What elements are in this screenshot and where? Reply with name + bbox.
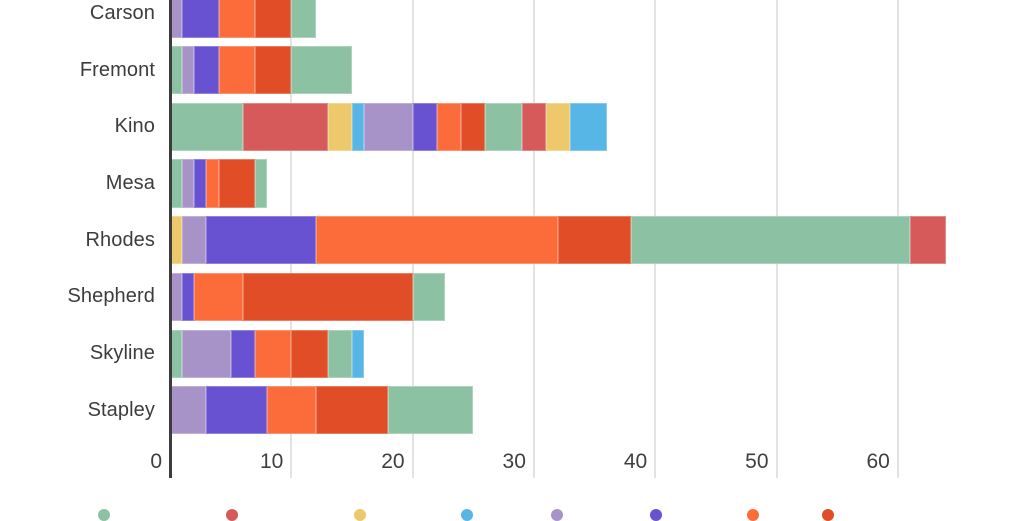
bar-segment-mesa-4-vermilion[interactable]: [218, 159, 255, 208]
bar-segment-mesa-1-purple[interactable]: [182, 159, 195, 208]
legend-marker-green[interactable]: [98, 509, 110, 521]
bar-segment-carson-0-purple[interactable]: [170, 0, 183, 38]
bar-segment-skyline-2-indigo[interactable]: [230, 329, 255, 378]
bar-segment-rhodes-6-red[interactable]: [909, 216, 947, 265]
bar-segment-rhodes-3-orange[interactable]: [315, 216, 559, 265]
bar-segment-stapley-2-orange[interactable]: [267, 386, 316, 435]
bar-row-stapley: [170, 386, 474, 435]
bar-segment-carson-3-vermilion[interactable]: [254, 0, 292, 38]
bar-segment-mesa-2-indigo[interactable]: [194, 159, 207, 208]
bar-segment-fremont-3-orange[interactable]: [218, 46, 255, 95]
bar-segment-kino-1-red[interactable]: [242, 102, 328, 151]
bar-segment-fremont-4-vermilion[interactable]: [254, 46, 292, 95]
category-label-rhodes: Rhodes: [85, 228, 155, 251]
bar-segment-kino-7-vermilion[interactable]: [461, 102, 486, 151]
bar-segment-carson-4-green[interactable]: [291, 0, 316, 38]
bar-segment-stapley-4-green[interactable]: [388, 386, 474, 435]
bar-segment-carson-1-indigo[interactable]: [182, 0, 219, 38]
bar-segment-skyline-5-green[interactable]: [327, 329, 352, 378]
bar-segment-mesa-5-green[interactable]: [254, 159, 267, 208]
category-label-mesa: Mesa: [105, 172, 155, 195]
category-label-stapley: Stapley: [87, 398, 155, 421]
bar-segment-shepherd-2-orange[interactable]: [194, 272, 243, 322]
legend-marker-red[interactable]: [226, 509, 238, 521]
bar-segment-kino-10-yellow[interactable]: [545, 102, 571, 151]
bar-segment-stapley-0-purple[interactable]: [170, 386, 207, 435]
bar-segment-skyline-0-green[interactable]: [170, 329, 183, 378]
legend-marker-indigo[interactable]: [650, 509, 662, 521]
bar-segment-kino-0-green[interactable]: [170, 102, 243, 151]
bar-row-rhodes: [170, 216, 947, 265]
bar-segment-mesa-3-orange[interactable]: [206, 159, 219, 208]
bar-row-skyline: [170, 329, 365, 378]
bar-segment-skyline-3-orange[interactable]: [254, 329, 292, 378]
y-axis-baseline: [168, 0, 172, 478]
legend-marker-purple[interactable]: [551, 509, 563, 521]
bar-segment-skyline-4-vermilion[interactable]: [291, 329, 328, 378]
bar-segment-kino-6-orange[interactable]: [436, 102, 462, 151]
bar-row-kino: [170, 102, 607, 151]
legend-marker-blue[interactable]: [461, 509, 473, 521]
bar-segment-kino-2-yellow[interactable]: [327, 102, 352, 151]
bar-segment-skyline-1-purple[interactable]: [182, 329, 231, 378]
bar-segment-rhodes-0-yellow[interactable]: [170, 216, 183, 265]
bar-segment-stapley-1-indigo[interactable]: [206, 386, 268, 435]
category-label-kino: Kino: [114, 115, 155, 138]
x-tick-label-30: 30: [502, 450, 526, 473]
bar-segment-fremont-2-indigo[interactable]: [194, 46, 219, 95]
x-tick-label-10: 10: [259, 450, 284, 473]
bar-segment-kino-8-green[interactable]: [485, 102, 522, 151]
x-tick-label-0: 0: [150, 450, 162, 473]
bar-segment-shepherd-1-indigo[interactable]: [182, 272, 195, 322]
bar-segment-shepherd-3-vermilion[interactable]: [242, 272, 413, 322]
bar-segment-rhodes-5-green[interactable]: [630, 216, 910, 265]
bar-segment-rhodes-1-purple[interactable]: [182, 216, 207, 265]
bar-segment-rhodes-4-vermilion[interactable]: [558, 216, 631, 265]
bar-segment-shepherd-4-green[interactable]: [412, 272, 446, 322]
x-tick-label-20: 20: [381, 450, 405, 473]
bar-row-carson: [170, 0, 316, 38]
x-tick-label-40: 40: [623, 450, 648, 473]
bar-segment-skyline-6-blue[interactable]: [351, 329, 365, 378]
bar-segment-stapley-3-vermilion[interactable]: [315, 386, 389, 435]
category-label-skyline: Skyline: [89, 342, 155, 365]
bar-segment-fremont-5-green[interactable]: [291, 46, 352, 95]
bar-segment-shepherd-0-purple[interactable]: [170, 272, 183, 322]
bar-segment-kino-3-blue[interactable]: [351, 102, 365, 151]
bar-segment-fremont-1-purple[interactable]: [182, 46, 195, 95]
x-tick-label-50: 50: [745, 450, 769, 473]
bar-segment-kino-4-purple[interactable]: [364, 102, 413, 151]
category-label-shepherd: Shepherd: [67, 285, 155, 308]
bar-row-fremont: [170, 46, 352, 95]
bar-segment-mesa-0-green[interactable]: [170, 159, 183, 208]
bar-segment-kino-5-indigo[interactable]: [412, 102, 437, 151]
legend-marker-vermilion[interactable]: [822, 509, 834, 521]
bar-segment-kino-11-blue[interactable]: [570, 102, 607, 151]
legend-marker-orange[interactable]: [747, 509, 759, 521]
bar-segment-kino-9-red[interactable]: [521, 102, 546, 151]
bar-row-mesa: [170, 159, 267, 208]
x-tick-label-60: 60: [866, 450, 890, 473]
bar-segment-rhodes-2-indigo[interactable]: [206, 216, 316, 265]
legend-marker-yellow[interactable]: [354, 509, 366, 521]
category-label-fremont: Fremont: [79, 58, 155, 81]
bar-row-shepherd: [170, 272, 446, 322]
bar-segment-carson-2-orange[interactable]: [218, 0, 255, 38]
category-label-carson: Carson: [89, 1, 155, 24]
bar-segment-fremont-0-green[interactable]: [170, 46, 183, 95]
